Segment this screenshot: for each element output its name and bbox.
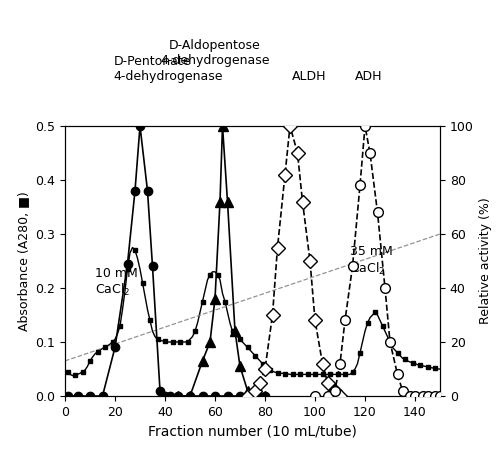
Text: D-Aldopentose
4-dehydrogenase: D-Aldopentose 4-dehydrogenase [160,39,270,67]
Y-axis label: Absorbance (A280, ■): Absorbance (A280, ■) [16,191,30,331]
X-axis label: Fraction number (10 mL/tube): Fraction number (10 mL/tube) [148,424,357,438]
Text: D-Pentonate
4-dehydrogenase: D-Pentonate 4-dehydrogenase [114,55,223,83]
Text: ADH: ADH [355,70,382,83]
Text: 10 mM
CaCl$_2$: 10 mM CaCl$_2$ [95,267,138,298]
Y-axis label: Relative activity (%): Relative activity (%) [479,198,492,324]
Text: ALDH: ALDH [292,70,326,83]
Text: 35 mM
CaCl$_2$: 35 mM CaCl$_2$ [350,245,393,277]
